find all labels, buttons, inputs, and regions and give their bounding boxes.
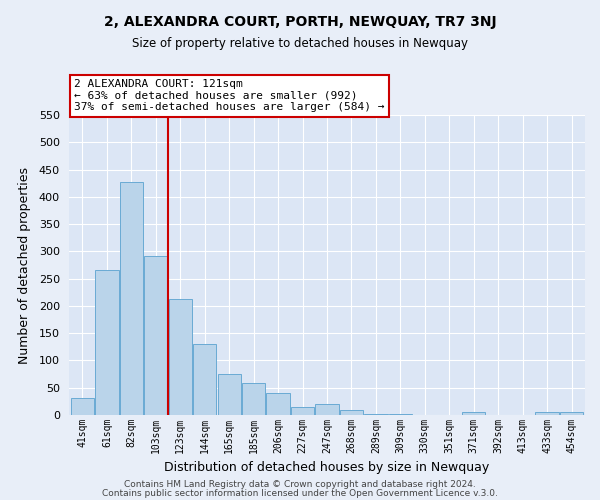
- Bar: [95, 270, 119, 415]
- Y-axis label: Number of detached properties: Number of detached properties: [17, 166, 31, 364]
- Bar: [560, 412, 583, 415]
- Bar: [462, 412, 485, 415]
- Bar: [364, 414, 388, 415]
- Bar: [340, 410, 363, 415]
- Bar: [71, 398, 94, 415]
- Bar: [120, 182, 143, 415]
- Bar: [389, 414, 412, 415]
- Bar: [535, 412, 559, 415]
- Text: Size of property relative to detached houses in Newquay: Size of property relative to detached ho…: [132, 38, 468, 51]
- Bar: [193, 344, 217, 415]
- Text: Contains public sector information licensed under the Open Government Licence v.: Contains public sector information licen…: [102, 489, 498, 498]
- Text: 2 ALEXANDRA COURT: 121sqm
← 63% of detached houses are smaller (992)
37% of semi: 2 ALEXANDRA COURT: 121sqm ← 63% of detac…: [74, 79, 385, 112]
- Bar: [291, 407, 314, 415]
- Bar: [144, 256, 167, 415]
- Text: 2, ALEXANDRA COURT, PORTH, NEWQUAY, TR7 3NJ: 2, ALEXANDRA COURT, PORTH, NEWQUAY, TR7 …: [104, 15, 496, 29]
- Bar: [242, 383, 265, 415]
- Bar: [266, 393, 290, 415]
- X-axis label: Distribution of detached houses by size in Newquay: Distribution of detached houses by size …: [164, 462, 490, 474]
- Bar: [316, 404, 338, 415]
- Bar: [169, 299, 192, 415]
- Text: Contains HM Land Registry data © Crown copyright and database right 2024.: Contains HM Land Registry data © Crown c…: [124, 480, 476, 489]
- Bar: [218, 374, 241, 415]
